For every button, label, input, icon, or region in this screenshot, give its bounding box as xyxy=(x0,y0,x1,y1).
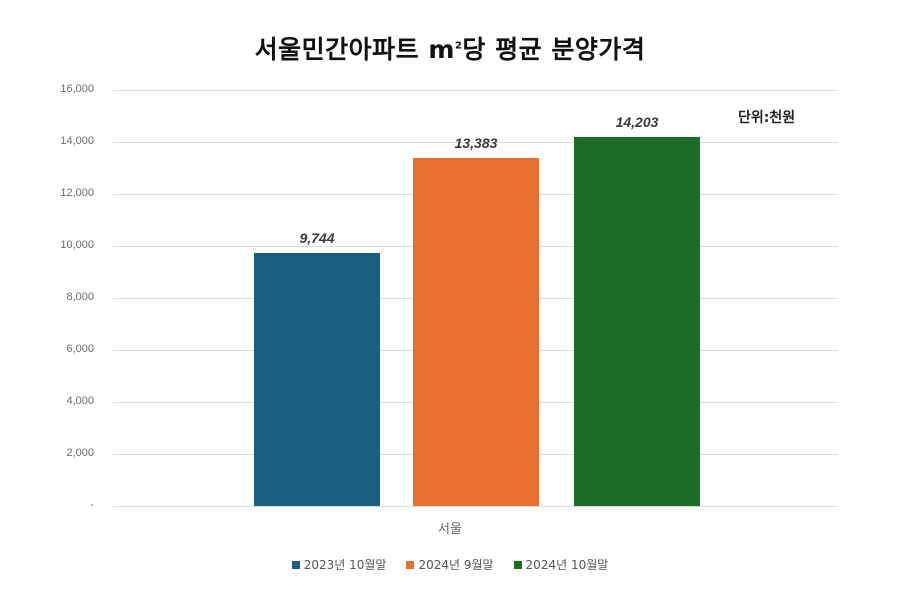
legend-label: 2023년 10월말 xyxy=(303,558,387,572)
title-unit: m xyxy=(428,35,455,64)
data-label: 13,383 xyxy=(454,135,498,152)
bar xyxy=(254,252,380,506)
y-tick-label: 6,000 xyxy=(66,343,94,355)
legend-item: 2024년 10월말 xyxy=(513,556,609,573)
legend-swatch-icon xyxy=(513,560,522,569)
y-tick-label: 16,000 xyxy=(60,83,94,95)
bar xyxy=(413,158,539,506)
gridline xyxy=(113,506,838,507)
y-tick-label: 10,000 xyxy=(60,239,94,251)
title-text: 서울민간아파트 xyxy=(254,35,429,64)
title-superscript: 2 xyxy=(454,40,463,52)
unit-label: 단위:천원 xyxy=(738,110,796,126)
x-category-label: 서울 xyxy=(438,522,462,537)
legend-label: 2024년 10월말 xyxy=(525,558,609,572)
bar xyxy=(574,136,700,506)
gridline xyxy=(113,142,838,143)
gridline xyxy=(113,90,838,91)
legend-swatch-icon xyxy=(291,560,300,569)
data-label: 9,744 xyxy=(299,229,335,246)
data-label: 14,203 xyxy=(615,113,659,130)
title-text-rest: 당 평균 분양가격 xyxy=(462,35,646,64)
y-tick-label: 8,000 xyxy=(66,291,94,303)
legend-item: 2023년 10월말 xyxy=(291,556,387,573)
y-tick-label: - xyxy=(90,499,94,511)
legend-swatch-icon xyxy=(406,560,415,569)
y-tick-label: 14,000 xyxy=(60,135,94,147)
chart-title: 서울민간아파트 m2당 평균 분양가격 xyxy=(0,30,900,66)
y-tick-label: 2,000 xyxy=(66,447,94,459)
legend-label: 2024년 9월말 xyxy=(418,558,494,572)
legend-item: 2024년 9월말 xyxy=(406,556,494,573)
y-tick-label: 4,000 xyxy=(66,395,94,407)
y-tick-label: 12,000 xyxy=(60,187,94,199)
legend: 2023년 10월말 2024년 9월말 2024년 10월말 xyxy=(0,556,900,573)
